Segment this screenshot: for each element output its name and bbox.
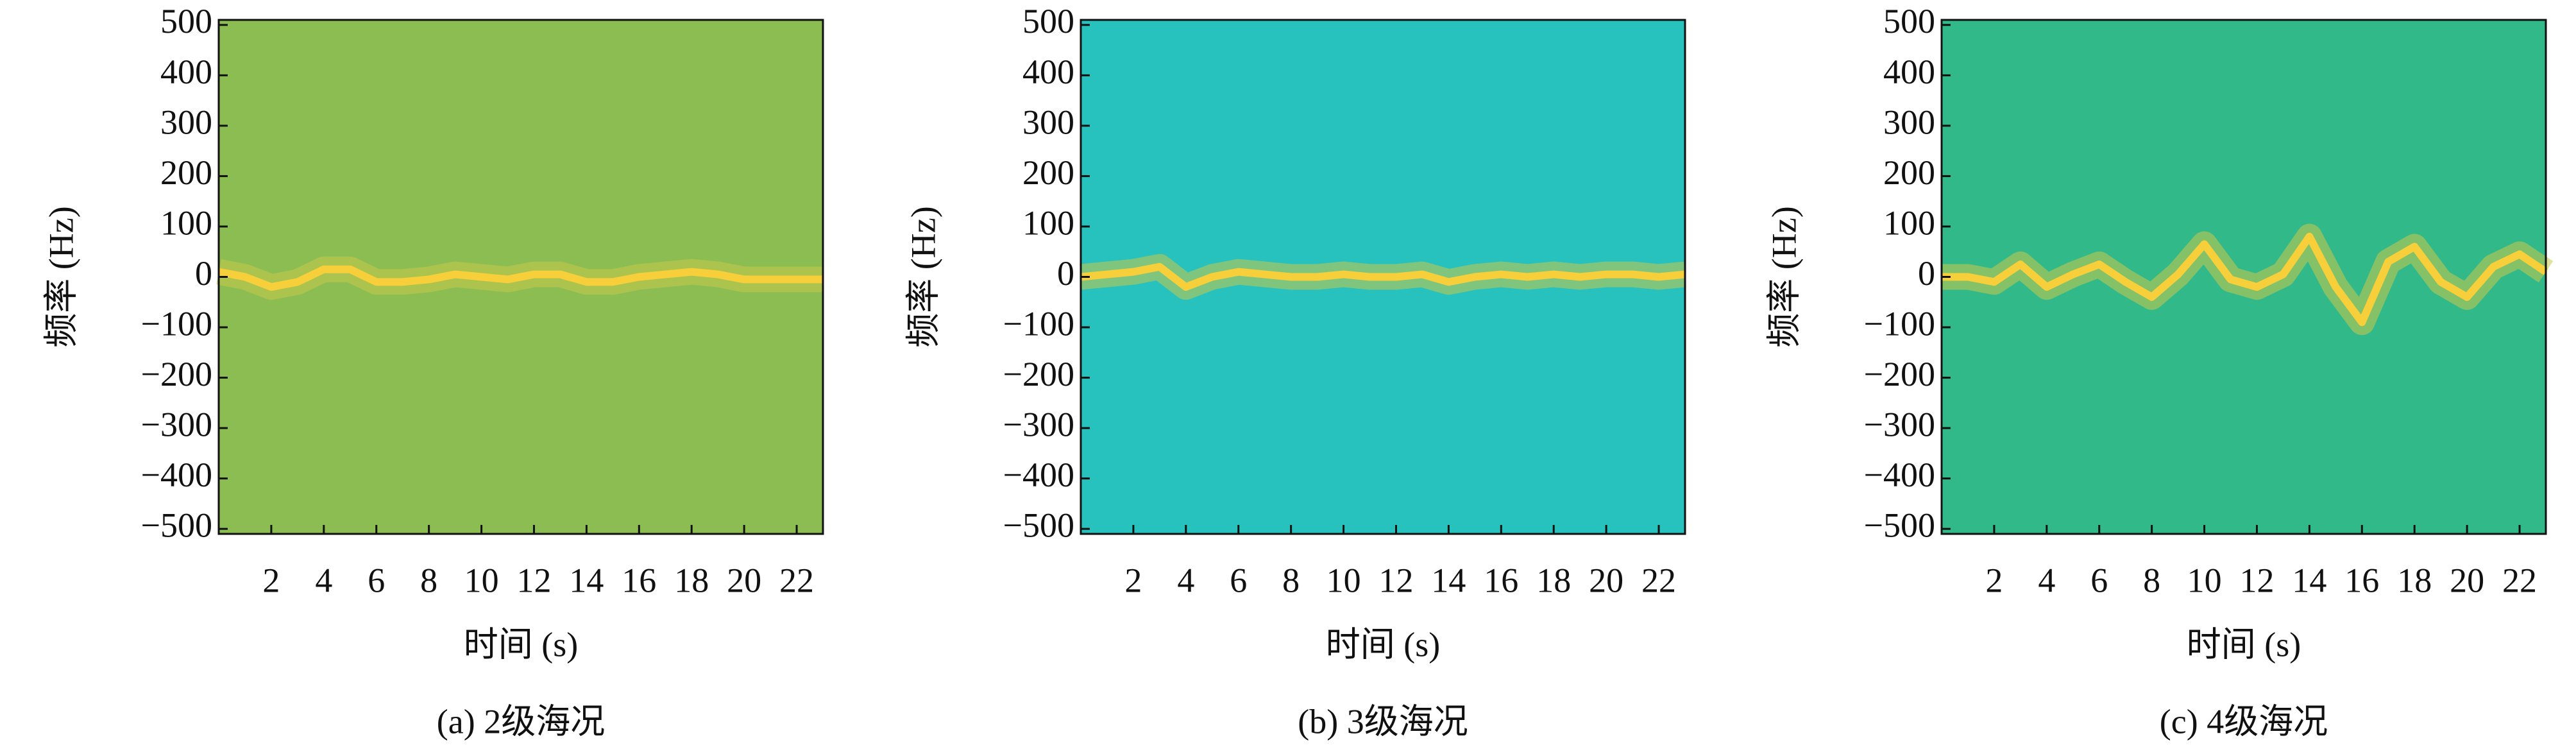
- x-tick-label: 14: [2292, 561, 2326, 599]
- y-tick-label: −500: [1864, 506, 1935, 545]
- y-tick-label: −400: [141, 456, 212, 494]
- x-tick-label: 22: [2502, 561, 2537, 599]
- y-axis-label: 频率 (Hz): [1765, 206, 1803, 347]
- y-tick-label: 400: [1883, 53, 1935, 91]
- y-tick-label: 100: [1883, 203, 1935, 242]
- caption: (c) 4级海况: [2160, 702, 2328, 741]
- y-tick-label: 200: [1022, 153, 1074, 192]
- y-tick-label: 0: [1057, 254, 1074, 293]
- y-tick-label: −500: [1003, 506, 1074, 545]
- caption: (b) 3级海况: [1298, 702, 1468, 741]
- x-tick-label: 12: [1378, 561, 1413, 599]
- x-tick-label: 20: [2450, 561, 2484, 599]
- x-tick-label: 4: [315, 561, 332, 599]
- x-tick-label: 10: [464, 561, 499, 599]
- x-axis-label: 时间 (s): [1326, 625, 1440, 664]
- y-axis-label: 频率 (Hz): [904, 206, 942, 347]
- y-tick-label: −100: [1003, 304, 1074, 343]
- x-tick-label: 4: [1177, 561, 1194, 599]
- y-tick-label: −200: [1864, 355, 1935, 393]
- y-tick-label: 400: [1022, 53, 1074, 91]
- y-tick-label: 500: [1022, 2, 1074, 40]
- x-tick-label: 6: [2090, 561, 2108, 599]
- x-tick-label: 22: [1641, 561, 1676, 599]
- y-tick-label: 300: [1022, 103, 1074, 141]
- y-tick-label: −300: [141, 405, 212, 443]
- x-tick-label: 16: [622, 561, 656, 599]
- y-tick-label: 100: [160, 203, 212, 242]
- y-tick-label: 500: [1883, 2, 1935, 40]
- x-tick-label: 16: [1484, 561, 1518, 599]
- y-tick-label: 400: [160, 53, 212, 91]
- x-tick-label: 4: [2038, 561, 2055, 599]
- x-tick-label: 8: [2143, 561, 2160, 599]
- x-tick-label: 2: [262, 561, 280, 599]
- y-tick-label: 0: [1918, 254, 1935, 293]
- x-tick-label: 16: [2344, 561, 2379, 599]
- y-tick-label: −100: [1864, 304, 1935, 343]
- y-tick-label: 200: [160, 153, 212, 192]
- x-tick-label: 12: [2239, 561, 2274, 599]
- y-tick-label: −500: [141, 506, 212, 545]
- ridge-line: [217, 265, 823, 291]
- y-tick-label: −300: [1864, 405, 1935, 443]
- caption: (a) 2级海况: [437, 702, 605, 741]
- y-tick-label: −200: [1003, 355, 1074, 393]
- x-tick-label: 20: [727, 561, 761, 599]
- y-tick-label: 500: [160, 2, 212, 40]
- y-tick-label: 100: [1022, 203, 1074, 242]
- y-tick-label: −400: [1864, 456, 1935, 494]
- x-tick-label: 18: [2397, 561, 2432, 599]
- y-tick-label: −200: [141, 355, 212, 393]
- ridge-line: [1080, 262, 1686, 291]
- x-tick-label: 6: [368, 561, 385, 599]
- y-axis-label: 频率 (Hz): [42, 206, 80, 347]
- ridge-line: [1942, 232, 2548, 327]
- y-tick-label: −400: [1003, 456, 1074, 494]
- x-axis-label: 时间 (s): [464, 625, 578, 664]
- y-tick-label: 300: [160, 103, 212, 141]
- y-tick-label: −300: [1003, 405, 1074, 443]
- x-tick-label: 20: [1589, 561, 1623, 599]
- x-tick-label: 10: [2187, 561, 2222, 599]
- y-tick-label: 300: [1883, 103, 1935, 141]
- x-tick-label: 22: [779, 561, 814, 599]
- x-tick-label: 10: [1326, 561, 1361, 599]
- x-tick-label: 8: [1282, 561, 1300, 599]
- y-tick-label: 0: [195, 254, 212, 293]
- x-tick-label: 18: [674, 561, 709, 599]
- x-axis-label: 时间 (s): [2187, 625, 2301, 664]
- x-tick-label: 14: [1431, 561, 1466, 599]
- y-tick-label: 200: [1883, 153, 1935, 192]
- y-tick-label: −100: [141, 304, 212, 343]
- x-tick-label: 6: [1230, 561, 1247, 599]
- x-tick-label: 2: [1985, 561, 2003, 599]
- x-tick-label: 18: [1536, 561, 1571, 599]
- x-tick-label: 12: [516, 561, 551, 599]
- x-tick-label: 2: [1124, 561, 1142, 599]
- x-tick-label: 14: [569, 561, 604, 599]
- x-tick-label: 8: [420, 561, 437, 599]
